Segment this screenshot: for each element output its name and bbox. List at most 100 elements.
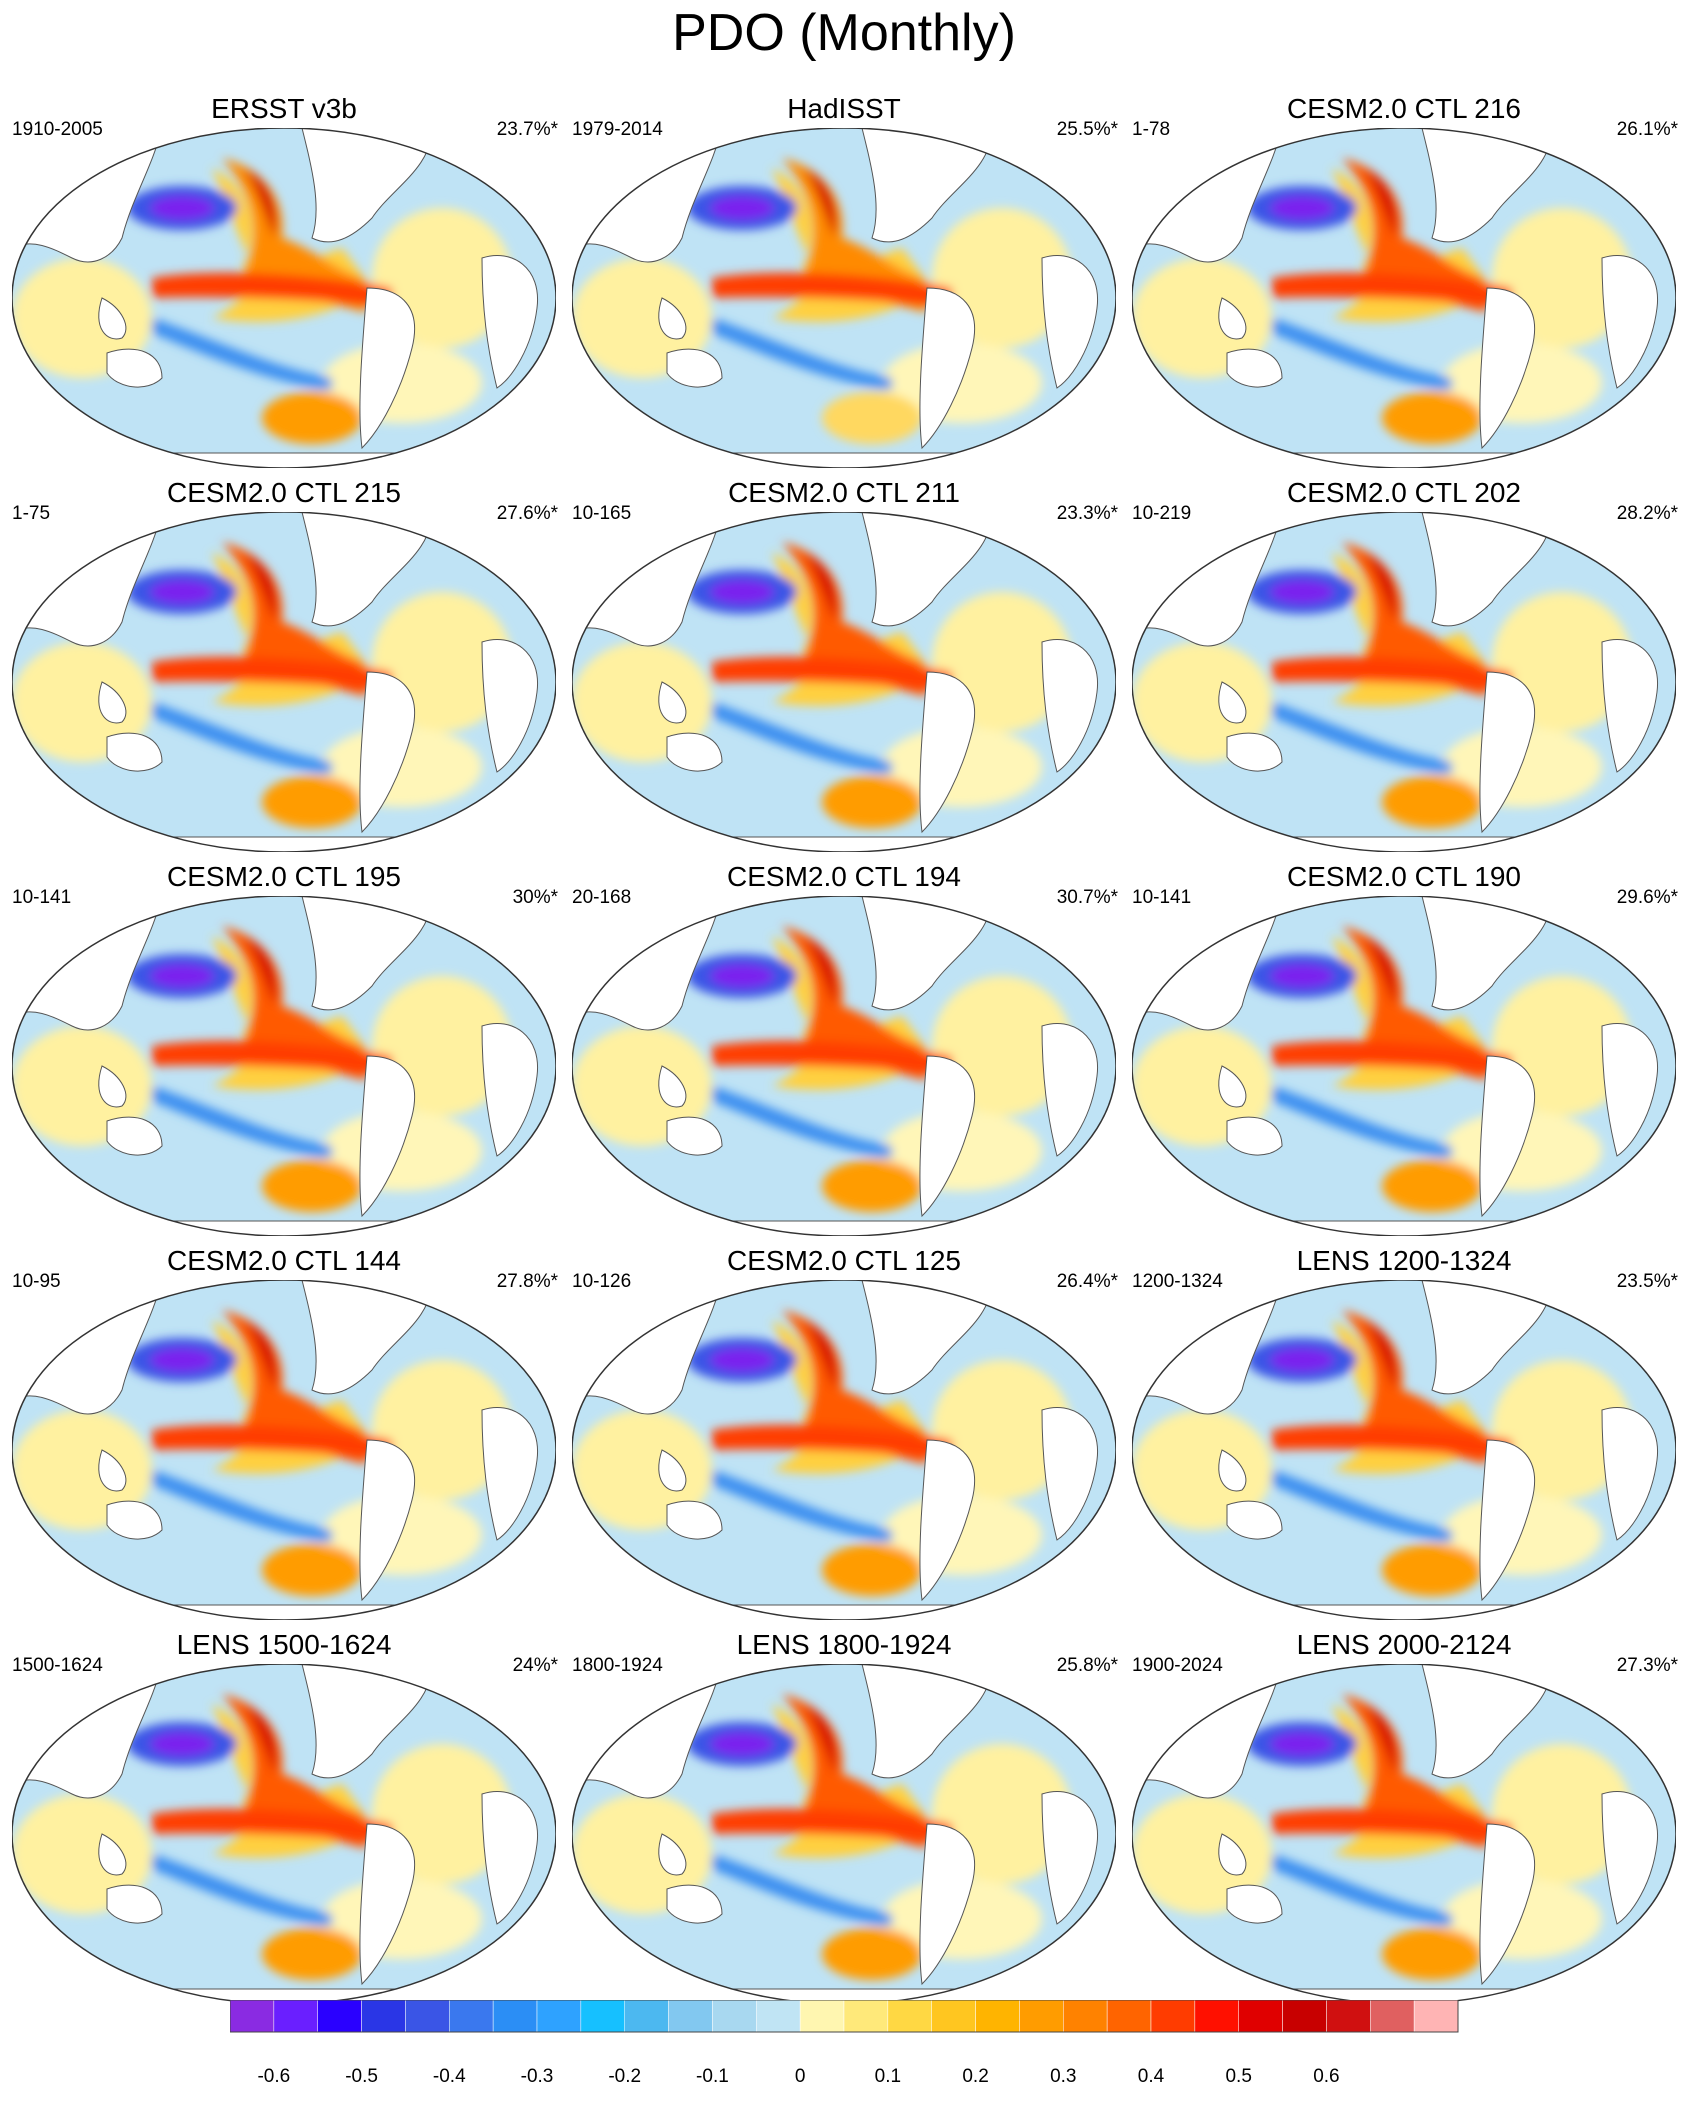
pdo-pattern-map xyxy=(12,1280,556,1620)
panel-variance-explained: 29.6%* xyxy=(1616,887,1678,908)
kuroshio-cold-core xyxy=(710,1348,774,1372)
colorbar-tick-label: -0.1 xyxy=(696,2066,729,2087)
equatorial-warm-tongue xyxy=(1272,1808,1512,1844)
indonesia-land xyxy=(1218,297,1247,340)
south-pacific-cold-band xyxy=(1272,1854,1452,1926)
panel-period: 20-168 xyxy=(572,887,632,908)
south-pacific-cold-band xyxy=(1272,1470,1452,1542)
panel-title: CESM2.0 CTL 215 xyxy=(167,477,401,508)
south-america-land xyxy=(1479,287,1536,450)
colorbar-swatch xyxy=(1150,2000,1196,2033)
colorbar-swatch xyxy=(1413,2000,1459,2033)
australia-land xyxy=(106,732,163,772)
pdo-pattern-map xyxy=(12,1664,556,2004)
pdo-pattern-map xyxy=(572,1280,1116,1620)
gulf-of-alaska-anomaly xyxy=(804,1320,837,1390)
ocean-field xyxy=(1132,1280,1676,1620)
pdo-pattern-map xyxy=(12,896,556,1236)
colorbar-swatch xyxy=(843,2000,889,2033)
panel-variance-explained: 25.8%* xyxy=(1056,1655,1118,1676)
pdo-pattern-map xyxy=(572,896,1116,1236)
pdo-pattern-map xyxy=(12,128,556,468)
equatorial-warm-tongue xyxy=(1272,656,1512,692)
ocean-field xyxy=(12,896,556,1236)
kuroshio-cold-core xyxy=(1270,196,1334,220)
australia-land xyxy=(106,1884,163,1924)
pdo-pattern-map xyxy=(1132,1664,1676,2004)
colorbar-tick-label: -0.4 xyxy=(432,2066,466,2087)
north-america-land xyxy=(301,896,433,1011)
australia-land xyxy=(106,1500,163,1540)
kuroshio-cold-core xyxy=(150,964,214,988)
indonesia-land xyxy=(658,297,687,340)
sst-pattern xyxy=(572,926,1072,1212)
map-panel: LENS 2000-2124 1900-2024 27.3%* xyxy=(1124,1628,1684,2028)
africa-land xyxy=(1601,638,1659,773)
panel-title: ERSST v3b xyxy=(211,93,357,124)
north-america-land xyxy=(1421,128,1553,243)
north-america-land xyxy=(1421,1664,1553,1779)
panel-title: LENS 1200-1324 xyxy=(1296,1245,1512,1276)
south-pacific-anomaly xyxy=(262,1928,362,1980)
panel-period: 1-75 xyxy=(12,503,51,524)
europe-land xyxy=(1051,153,1113,196)
africa-land xyxy=(481,1022,539,1157)
indonesia-land xyxy=(1218,1065,1247,1108)
panel-title: HadISST xyxy=(787,93,901,124)
south-pacific-anomaly xyxy=(1382,776,1482,828)
pdo-pattern-map xyxy=(572,128,1116,468)
colorbar-swatch xyxy=(1326,2000,1371,2033)
africa-land xyxy=(1041,1406,1099,1541)
map-panel: CESM2.0 CTL 215 1-75 27.6%* xyxy=(4,476,564,876)
ocean-field xyxy=(572,128,1116,468)
equatorial-warm-tongue xyxy=(152,272,392,308)
indian-ocean-anomaly xyxy=(1132,1410,1272,1530)
panel-variance-explained: 27.3%* xyxy=(1616,1655,1678,1676)
equatorial-warm-tongue xyxy=(1272,272,1512,308)
north-america-land xyxy=(301,512,433,627)
indian-ocean-anomaly xyxy=(12,1026,152,1146)
indian-ocean-anomaly xyxy=(12,642,152,762)
europe-land xyxy=(1611,921,1673,964)
colorbar-tick-label: 0.6 xyxy=(1313,2066,1340,2087)
pdo-pattern-map xyxy=(572,512,1116,852)
ocean-field xyxy=(12,1664,556,2004)
ocean-field xyxy=(572,512,1116,852)
colorbar-tick-label: 0.2 xyxy=(962,2066,989,2087)
south-pacific-cold-band xyxy=(712,1470,892,1542)
colorbar-tick-label: 0.3 xyxy=(1050,2066,1077,2087)
indonesia-land xyxy=(658,681,687,724)
north-america-land xyxy=(861,1280,993,1395)
indian-ocean-anomaly xyxy=(12,1794,152,1914)
north-america-land xyxy=(861,1664,993,1779)
panel-variance-explained: 23.5%* xyxy=(1616,1271,1678,1292)
map-panel: CESM2.0 CTL 194 20-168 30.7%* xyxy=(564,860,1124,1260)
panel-title: LENS 1800-1924 xyxy=(736,1629,952,1660)
antarctica-land xyxy=(12,1220,556,1236)
colorbar-tick-label: -0.3 xyxy=(520,2066,554,2087)
south-pacific-anomaly xyxy=(822,392,922,444)
panel-title: CESM2.0 CTL 211 xyxy=(728,477,960,508)
south-america-land xyxy=(919,1439,976,1602)
south-pacific-cold-band xyxy=(1272,318,1452,390)
map-panel: CESM2.0 CTL 125 10-126 26.4%* xyxy=(564,1244,1124,1644)
panel-variance-explained: 23.7%* xyxy=(496,119,558,140)
figure-title: PDO (Monthly) xyxy=(672,4,1016,62)
indonesia-land xyxy=(98,1065,127,1108)
colorbar-swatch xyxy=(230,2000,275,2033)
colorbar-swatch xyxy=(756,2000,801,2033)
ocean-field xyxy=(12,512,556,852)
europe-land xyxy=(1051,921,1113,964)
europe-land xyxy=(1611,153,1673,196)
indonesia-land xyxy=(658,1065,687,1108)
africa-land xyxy=(1601,254,1659,389)
antarctica-land xyxy=(1132,452,1676,468)
colorbar-swatch xyxy=(580,2000,625,2033)
indian-ocean-anomaly xyxy=(572,1410,712,1530)
ocean-field xyxy=(12,1280,556,1620)
colorbar-swatch xyxy=(975,2000,1020,2033)
south-america-land xyxy=(359,1055,416,1218)
indian-ocean-anomaly xyxy=(572,1794,712,1914)
ocean-field xyxy=(1132,1664,1676,2004)
south-america-land xyxy=(359,287,416,450)
